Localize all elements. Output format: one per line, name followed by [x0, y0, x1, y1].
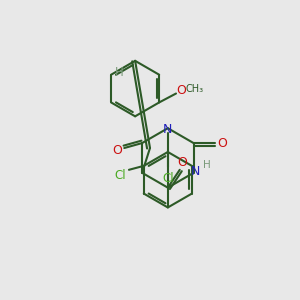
Text: O: O — [218, 136, 227, 150]
Text: O: O — [177, 156, 187, 170]
Text: O: O — [176, 84, 186, 97]
Text: Cl: Cl — [162, 172, 174, 185]
Text: H: H — [202, 160, 210, 170]
Text: CH₃: CH₃ — [186, 84, 204, 94]
Text: N: N — [191, 165, 200, 178]
Text: O: O — [112, 143, 122, 157]
Text: N: N — [163, 123, 172, 136]
Text: Cl: Cl — [114, 169, 126, 182]
Text: H: H — [115, 66, 124, 79]
